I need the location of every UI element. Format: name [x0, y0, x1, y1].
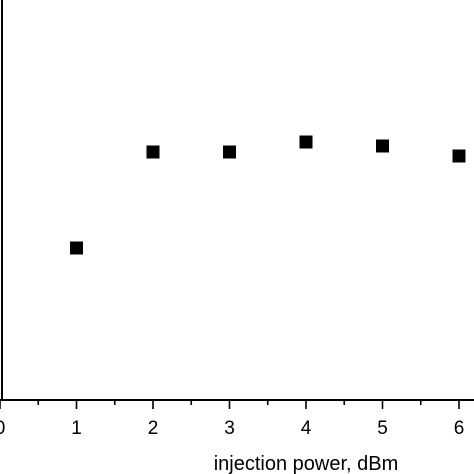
- x-tick-label: 1: [71, 418, 82, 439]
- data-point: [70, 241, 83, 255]
- x-axis-tick-labels: 0 1 2 3 4 5 6: [0, 418, 464, 439]
- data-point: [376, 139, 389, 153]
- data-point: [223, 145, 236, 159]
- x-tick-label: 2: [148, 418, 159, 439]
- x-tick-label: 0: [0, 418, 5, 439]
- data-point: [146, 145, 160, 159]
- x-tick-label: 5: [377, 418, 388, 439]
- x-axis-ticks: [0, 400, 460, 409]
- axes: [0, 0, 474, 401]
- x-tick-label: 6: [454, 418, 465, 439]
- data-points: [70, 135, 466, 255]
- x-tick-label: 4: [301, 418, 312, 439]
- x-tick-label: 3: [224, 418, 235, 439]
- data-point: [299, 135, 313, 149]
- data-point: [452, 149, 466, 163]
- x-axis-label: injection power, dBm: [214, 453, 399, 474]
